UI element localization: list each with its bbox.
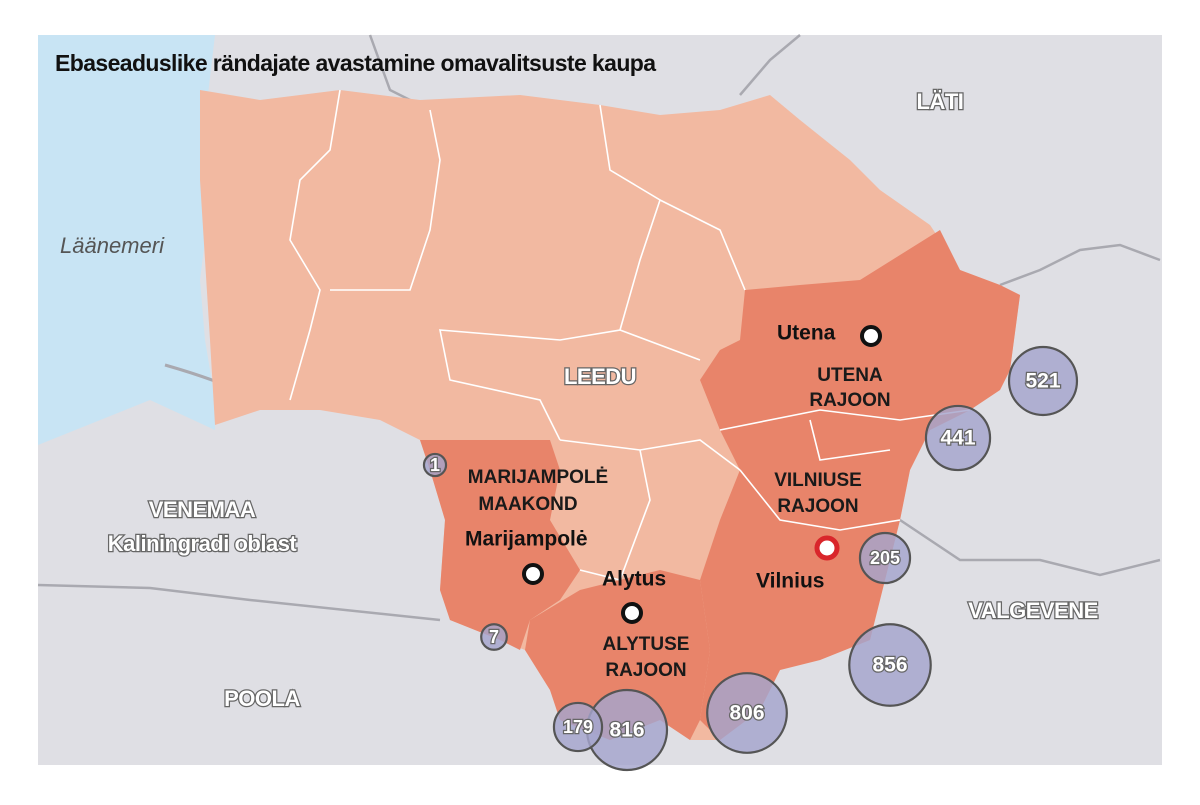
- border-latvia: [739, 34, 801, 96]
- city-label: Marijampolė: [465, 528, 588, 551]
- bubble: [706, 672, 788, 754]
- bubble: [858, 531, 912, 585]
- country-label: VALGEVENE: [968, 598, 1098, 623]
- region-label: MARIJAMPOLĖ: [468, 467, 608, 488]
- bubble: [480, 623, 508, 651]
- sea: [38, 35, 215, 445]
- title: Ebaseaduslike rändajate avastamine omava…: [55, 50, 656, 76]
- country-label: POOLA: [224, 686, 300, 711]
- bubble-label: 441: [940, 427, 975, 450]
- country-label: VENEMAA: [149, 497, 256, 522]
- bubble-label: 205: [870, 548, 900, 568]
- city-label: Alytus: [602, 568, 666, 591]
- border-russia-poland: [37, 583, 441, 622]
- city-marker: [621, 602, 643, 624]
- bubble: [422, 452, 448, 478]
- inner-border: [439, 104, 661, 441]
- inner-borders: [289, 89, 971, 581]
- capital-marker: [814, 535, 840, 561]
- sea-label: Läänemeri: [60, 233, 165, 258]
- region-label: RAJOON: [809, 390, 890, 411]
- city-marker: [522, 563, 544, 585]
- region-label: MAAKOND: [478, 494, 577, 515]
- inner-border: [289, 89, 341, 401]
- region-label: RAJOON: [777, 496, 858, 517]
- city-marker: [860, 325, 882, 347]
- region-alytus: [525, 570, 710, 740]
- inner-border: [659, 199, 746, 291]
- border-latvia-belarus: [999, 243, 1161, 287]
- region-label: UTENA: [817, 365, 883, 386]
- bubble: [924, 404, 992, 472]
- region-marijampole: [420, 440, 580, 650]
- country-label: LÄTI: [917, 89, 964, 114]
- region-label: VILNIUSE: [774, 470, 862, 491]
- bubble-label: 179: [563, 717, 593, 737]
- bubble: [848, 623, 932, 707]
- border-belarus: [899, 518, 1161, 577]
- region-label: ALYTUSE: [603, 634, 690, 655]
- bubble-label: 7: [489, 627, 499, 647]
- country-label: LEEDU: [564, 364, 636, 389]
- bubble-label: 1: [430, 455, 440, 475]
- bubble-label: 856: [872, 654, 907, 677]
- country-label: Kaliningradi oblast: [108, 531, 298, 556]
- inner-border: [330, 109, 441, 291]
- bubbles: 521 441 205 856 806 816 179 7 1: [422, 345, 1079, 772]
- bubble-label: 521: [1025, 370, 1060, 393]
- bubble-label: 806: [729, 702, 764, 725]
- bubble: [1007, 345, 1079, 417]
- bubble: [552, 701, 604, 753]
- inner-border: [559, 439, 741, 581]
- bubble-label: 816: [609, 719, 644, 742]
- inner-border: [619, 329, 971, 531]
- region-utena-vilnius: [700, 230, 1020, 740]
- region-label: RAJOON: [605, 660, 686, 681]
- city-label: Utena: [777, 322, 836, 345]
- capital-label: Vilnius: [756, 570, 824, 593]
